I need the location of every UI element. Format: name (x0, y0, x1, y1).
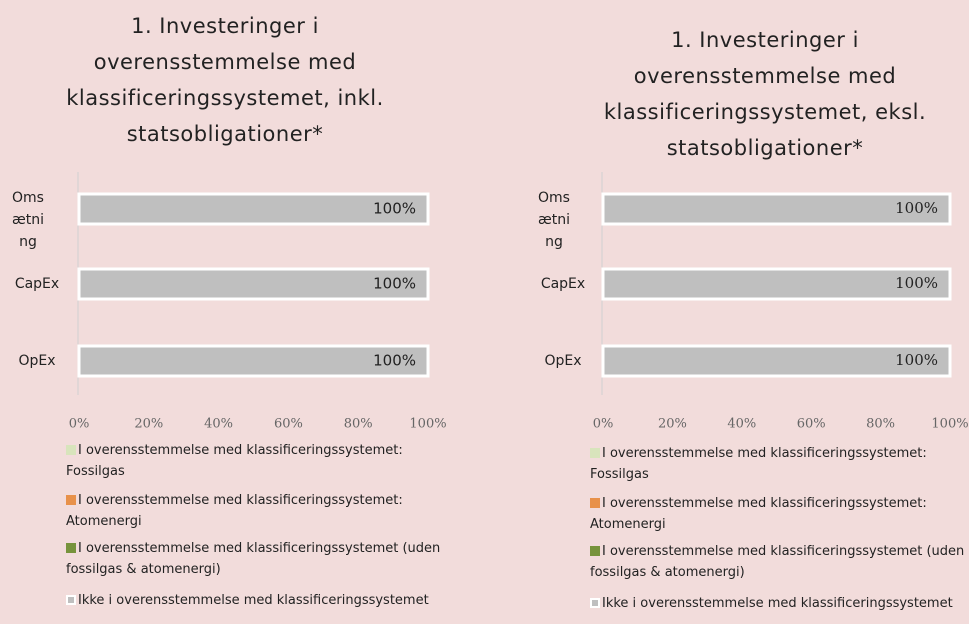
x-tick-label: 40% (204, 417, 233, 432)
legend-entry: Ikke i overensstemmelse med klassificeri… (590, 593, 969, 614)
data-label: 100% (895, 351, 938, 369)
legend-label: I overensstemmelse med klassificeringssy… (590, 496, 927, 532)
legend-swatch (590, 598, 600, 608)
chart-title: 1. Investeringer i overensstemmelse med … (66, 14, 384, 146)
legend-swatch (66, 495, 76, 505)
category-label: OpEx (544, 353, 582, 369)
legend-swatch (66, 595, 76, 605)
data-label: 100% (895, 199, 938, 217)
category-label: Omsætning (12, 190, 44, 250)
legend-entry: I overensstemmelse med klassificeringssy… (590, 443, 969, 485)
legend-label: Ikke i overensstemmelse med klassificeri… (602, 596, 953, 611)
legend-swatch (66, 543, 76, 553)
data-label: 100% (373, 352, 416, 370)
bar-segment (601, 344, 952, 378)
legend-entry: I overensstemmelse med klassificeringssy… (590, 493, 969, 535)
legend-entry: I overensstemmelse med klassificeringssy… (66, 538, 446, 580)
x-tick-label: 100% (931, 417, 968, 432)
x-tick-label: 60% (797, 417, 826, 432)
legend-swatch (590, 498, 600, 508)
x-tick-label: 0% (593, 417, 614, 432)
x-tick-label: 100% (409, 417, 446, 432)
legend-entry: I overensstemmelse med klassificeringssy… (66, 490, 446, 532)
data-label: 100% (373, 275, 416, 293)
bar-segment (601, 267, 952, 301)
x-tick-label: 20% (658, 417, 687, 432)
x-tick-label: 80% (344, 417, 373, 432)
legend-swatch (66, 445, 76, 455)
legend-label: I overensstemmelse med klassificeringssy… (590, 544, 965, 580)
x-tick-label: 80% (866, 417, 895, 432)
bar-segment (77, 192, 430, 226)
category-label: OpEx (18, 353, 56, 369)
x-tick-label: 40% (727, 417, 756, 432)
data-label: 100% (373, 200, 416, 218)
bar-segment (77, 344, 430, 378)
legend-label: I overensstemmelse med klassificeringssy… (66, 541, 441, 577)
legend-swatch (590, 546, 600, 556)
legend-swatch (590, 448, 600, 458)
chart-title: 1. Investeringer i overensstemmelse med … (603, 28, 927, 160)
legend-label: I overensstemmelse med klassificeringssy… (590, 446, 927, 482)
legend-entry: Ikke i overensstemmelse med klassificeri… (66, 590, 446, 611)
legend-entry: I overensstemmelse med klassificeringssy… (590, 541, 969, 583)
x-tick-label: 0% (69, 417, 90, 432)
legend-label: Ikke i overensstemmelse med klassificeri… (78, 593, 429, 608)
bar-segment (601, 192, 952, 226)
bar-segment (77, 267, 430, 301)
x-tick-label: 20% (134, 417, 163, 432)
legend-label: I overensstemmelse med klassificeringssy… (66, 493, 403, 529)
category-label: CapEx (540, 276, 586, 292)
legend-label: I overensstemmelse med klassificeringssy… (66, 443, 403, 479)
data-label: 100% (895, 274, 938, 292)
x-tick-label: 60% (274, 417, 303, 432)
legend-entry: I overensstemmelse med klassificeringssy… (66, 440, 446, 482)
category-label: Omsætning (538, 190, 570, 250)
category-label: CapEx (14, 276, 60, 292)
